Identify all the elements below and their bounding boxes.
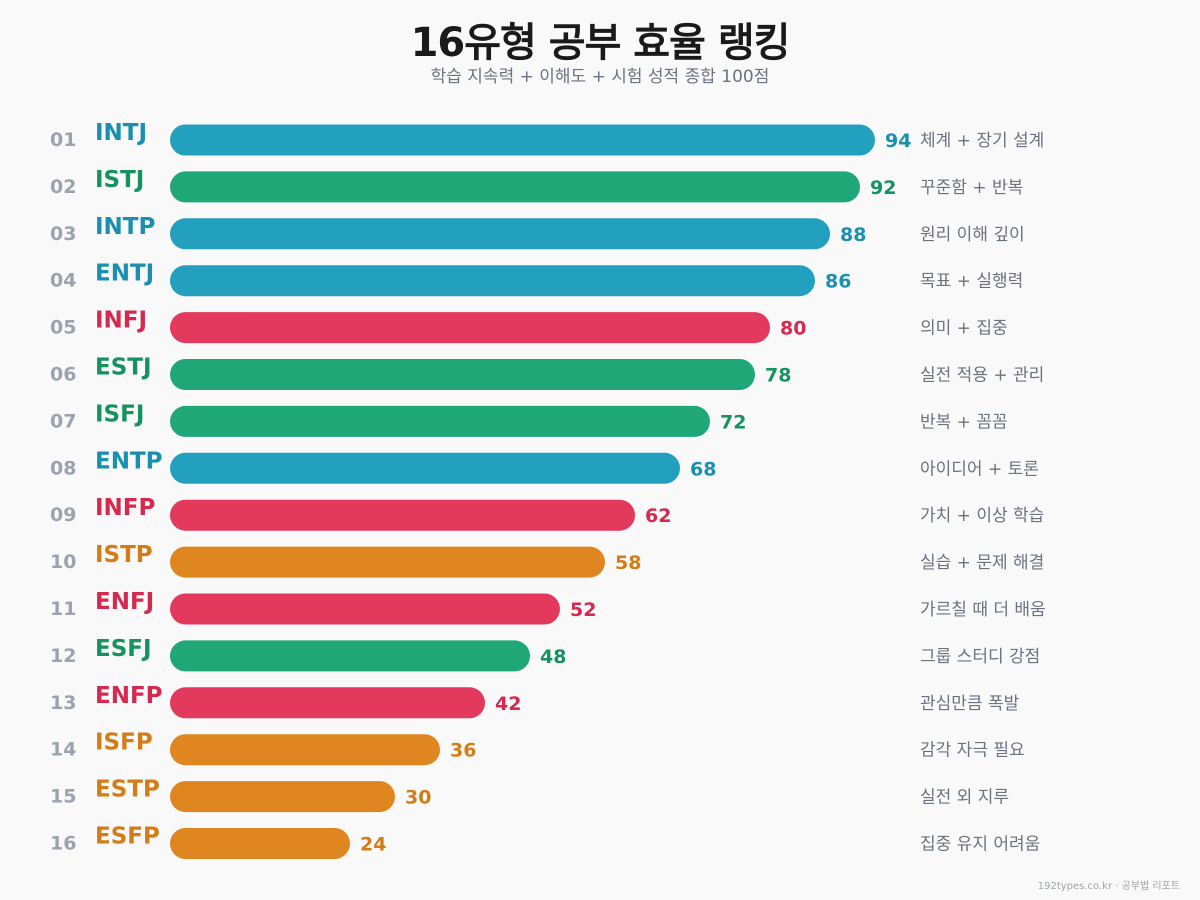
bar-entp: [170, 452, 680, 484]
description-label: 집중 유지 어려움: [920, 835, 1040, 855]
bar-infp: [170, 499, 635, 531]
description-label: 관심만큼 폭발: [920, 694, 1020, 714]
bar-esfj: [170, 640, 530, 672]
description-label: 실전 외 지루: [920, 788, 1009, 808]
type-label: INFP: [95, 495, 155, 521]
value-label: 88: [840, 224, 866, 246]
description-label: 의미 + 집중: [920, 319, 1008, 339]
bar-intj: [170, 124, 875, 156]
type-label: ESFP: [95, 824, 160, 850]
type-label: ISTJ: [95, 167, 144, 193]
bar-enfp: [170, 687, 485, 719]
value-label: 30: [405, 787, 431, 809]
value-label: 86: [825, 271, 851, 293]
rank-label: 16: [50, 833, 76, 855]
bar-entj: [170, 265, 815, 297]
rank-label: 04: [50, 270, 76, 292]
value-label: 94: [885, 130, 911, 152]
value-label: 78: [765, 365, 791, 387]
description-label: 가치 + 이상 학습: [920, 506, 1044, 526]
description-label: 체계 + 장기 설계: [920, 131, 1044, 151]
value-label: 36: [450, 740, 476, 762]
rank-label: 11: [50, 598, 76, 620]
value-label: 58: [615, 552, 641, 574]
type-label: INFJ: [95, 308, 147, 334]
bar-isfp: [170, 734, 440, 766]
bar-istj: [170, 171, 860, 203]
chart-subtitle: 학습 지속력 + 이해도 + 시험 성적 종합 100점: [430, 67, 770, 87]
type-label: ENTP: [95, 448, 163, 474]
type-label: INTJ: [95, 120, 147, 146]
type-label: ESFJ: [95, 636, 152, 662]
bar-enfj: [170, 593, 560, 625]
description-label: 반복 + 꼼꼼: [920, 412, 1008, 432]
value-label: 62: [645, 505, 671, 527]
bar-isfj: [170, 405, 710, 437]
bar-estj: [170, 359, 755, 390]
rank-label: 05: [50, 317, 76, 339]
value-label: 52: [570, 599, 596, 621]
value-label: 68: [690, 458, 716, 480]
value-label: 80: [780, 318, 806, 340]
type-label: ESTP: [95, 777, 160, 803]
bar-intp: [170, 218, 830, 250]
rank-label: 12: [50, 645, 76, 667]
rank-label: 06: [50, 364, 76, 386]
description-label: 원리 이해 깊이: [920, 225, 1025, 245]
description-label: 꾸준함 + 반복: [920, 178, 1023, 198]
description-label: 실습 + 문제 해결: [920, 553, 1044, 573]
type-label: ENFJ: [95, 589, 154, 615]
chart-title: 16유형 공부 효율 랭킹: [410, 20, 791, 66]
type-label: ISFP: [95, 730, 153, 756]
rank-label: 09: [50, 504, 76, 526]
value-label: 48: [540, 646, 566, 668]
description-label: 그룹 스터디 강점: [920, 647, 1040, 667]
type-label: ESTJ: [95, 355, 152, 381]
rank-label: 15: [50, 786, 76, 808]
value-label: 24: [360, 834, 386, 856]
description-label: 가르칠 때 더 배움: [920, 600, 1046, 620]
value-label: 92: [870, 177, 896, 199]
type-label: INTP: [95, 214, 155, 240]
bar-estp: [170, 781, 395, 813]
rank-label: 03: [50, 223, 76, 245]
rank-label: 14: [50, 739, 76, 761]
rank-label: 08: [50, 457, 76, 479]
value-label: 42: [495, 693, 521, 715]
description-label: 목표 + 실행력: [920, 272, 1023, 292]
value-label: 72: [720, 411, 746, 433]
rank-label: 01: [50, 129, 76, 151]
bar-infj: [170, 312, 770, 344]
type-label: ISFJ: [95, 401, 144, 427]
bar-esfp: [170, 828, 350, 859]
rank-label: 07: [50, 410, 76, 432]
bar-istp: [170, 546, 605, 578]
type-label: ENFP: [95, 683, 163, 709]
description-label: 실전 적용 + 관리: [920, 366, 1044, 386]
footer-credit: 192types.co.kr · 공부법 리포트: [1037, 881, 1180, 892]
description-label: 감각 자극 필요: [920, 741, 1025, 761]
rank-label: 02: [50, 176, 76, 198]
rank-label: 10: [50, 551, 76, 573]
type-label: ISTP: [95, 542, 153, 568]
description-label: 아이디어 + 토론: [920, 459, 1039, 479]
rank-label: 13: [50, 692, 76, 714]
type-label: ENTJ: [95, 261, 154, 287]
